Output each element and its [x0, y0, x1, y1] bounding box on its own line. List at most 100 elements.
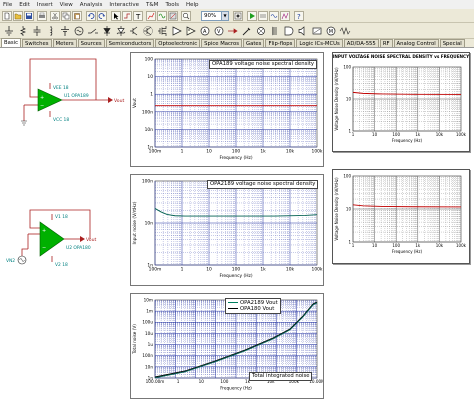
tab-logic-ics[interactable]: Logic ICs-MCUs: [296, 39, 343, 47]
zoom-fit-button[interactable]: [233, 11, 243, 21]
zoom-select[interactable]: 90% ▼: [201, 11, 229, 21]
menu-interactive[interactable]: Interactive: [109, 1, 140, 8]
wave-source-icon: [339, 27, 351, 35]
voltmeter-icon: V: [214, 26, 224, 36]
voltmeter-component-button[interactable]: V: [213, 25, 225, 37]
tab-meters[interactable]: Meters: [52, 39, 77, 47]
ammeter-icon: A: [200, 26, 210, 36]
text-icon: T: [135, 13, 141, 20]
run-button[interactable]: [247, 11, 257, 21]
output-pin-icon: [80, 236, 85, 242]
copy-button[interactable]: [61, 11, 71, 21]
opamp-u1-symbol[interactable]: [37, 88, 63, 112]
tab-flip-flops[interactable]: Flip-flops: [265, 39, 296, 47]
mosfet-component-button[interactable]: [157, 25, 169, 37]
menu-analysis[interactable]: Analysis: [79, 1, 103, 8]
source-component-button[interactable]: [73, 25, 85, 37]
transformer-component-button[interactable]: [269, 25, 281, 37]
tab-basic[interactable]: Basic: [1, 38, 22, 47]
inductor-component-button[interactable]: [45, 25, 57, 37]
opamp-u2-symbol[interactable]: [39, 221, 65, 257]
circuit-2[interactable]: + − V1 18 V2 18 U2 OPA180 VN2 Vout: [0, 194, 130, 314]
circuit-1[interactable]: + − VEE 18 VCC 18 U1 OPA189 Vout: [0, 49, 130, 149]
redo-button[interactable]: [97, 11, 107, 21]
menu-tm[interactable]: T&M: [146, 1, 159, 8]
zoom-in-button[interactable]: [181, 11, 191, 21]
y-tick-label: 1: [150, 92, 153, 98]
svg-text:−: −: [42, 245, 46, 251]
opamp-component-button[interactable]: [171, 25, 183, 37]
transformer-icon: [271, 26, 277, 36]
comparator-component-button[interactable]: [185, 25, 197, 37]
switch-component-button[interactable]: [87, 25, 99, 37]
menu-file[interactable]: File: [3, 1, 13, 8]
integrated-noise-opa2189: [154, 302, 318, 379]
graph-button[interactable]: [146, 11, 156, 21]
text-button[interactable]: T: [133, 11, 143, 21]
schematic-canvas[interactable]: + − VEE 18 VCC 18 U1 OPA189 Vout + − V1 …: [0, 49, 474, 401]
pointer-button[interactable]: [111, 11, 121, 21]
transistor-component-button[interactable]: [129, 25, 141, 37]
menu-help[interactable]: Help: [186, 1, 199, 8]
instrument-button[interactable]: [168, 11, 178, 21]
print-button[interactable]: [37, 11, 47, 21]
datasheet-noise-graph-1[interactable]: INPUT VOLTAGE NOISE SPECTRAL DENSITY vs …: [332, 52, 470, 152]
save-button[interactable]: [24, 11, 34, 21]
open-button[interactable]: [13, 11, 23, 21]
tab-semiconductors[interactable]: Semiconductors: [105, 39, 155, 47]
ground-component-button[interactable]: [3, 25, 15, 37]
menu-tools[interactable]: Tools: [165, 1, 179, 8]
wire-button[interactable]: [122, 11, 132, 21]
pnp-component-button[interactable]: [143, 25, 155, 37]
paste-button[interactable]: [72, 11, 82, 21]
x-tick-label: 10.00M: [309, 379, 323, 384]
tab-rf[interactable]: RF: [379, 39, 393, 47]
datasheet-noise-graph-2[interactable]: 1 10 100 1k 10k 100k 100 10 1 Frequency (Hz) Volta…: [332, 169, 470, 264]
capacitor-component-button[interactable]: [31, 25, 43, 37]
new-file-button[interactable]: [2, 11, 12, 21]
dc-analysis-button[interactable]: [258, 11, 268, 21]
menu-view[interactable]: View: [59, 1, 73, 8]
menu-insert[interactable]: Insert: [36, 1, 53, 8]
tab-ad-da-555[interactable]: AD/DA-555: [343, 39, 379, 47]
tab-analog-control[interactable]: Analog Control: [393, 39, 439, 47]
tab-spice-macros[interactable]: Spice Macros: [201, 39, 242, 47]
tab-gates[interactable]: Gates: [243, 39, 265, 47]
motor-component-button[interactable]: M: [325, 25, 337, 37]
cut-button[interactable]: [50, 11, 60, 21]
more-components-button[interactable]: [339, 25, 351, 37]
ammeter-component-button[interactable]: A: [199, 25, 211, 37]
tab-switches[interactable]: Switches: [22, 39, 52, 47]
undo-button[interactable]: [86, 11, 96, 21]
lamp-component-button[interactable]: [255, 25, 267, 37]
zener-component-button[interactable]: [115, 25, 127, 37]
analysis-button[interactable]: [157, 11, 167, 21]
speaker-component-button[interactable]: [297, 25, 309, 37]
tab-optoelectronic[interactable]: Optoelectronic: [155, 39, 201, 47]
voltage-source-icon: [74, 26, 84, 36]
transient-button[interactable]: [280, 11, 290, 21]
diode-icon: [103, 26, 111, 36]
resistor-component-button[interactable]: [17, 25, 29, 37]
diode-component-button[interactable]: [101, 25, 113, 37]
tab-sources[interactable]: Sources: [77, 39, 105, 47]
output-pin-button[interactable]: [227, 25, 239, 37]
relay-component-button[interactable]: [311, 25, 323, 37]
tab-special[interactable]: Special: [439, 39, 465, 47]
probe-component-button[interactable]: [241, 25, 253, 37]
menu-edit[interactable]: Edit: [19, 1, 30, 8]
undo-icon: [88, 13, 95, 19]
graph-opa189-noise[interactable]: 100m 1 10 100 1k 10k 100k 100 10 1 100n 10n 1n Freque…: [130, 52, 324, 167]
graph-opa2189-noise[interactable]: 100m 1 10 100 1k 10k 100k 100n 10n 1n Frequency (H…: [130, 174, 324, 286]
svg-text:+: +: [42, 228, 46, 234]
probe-icon: [242, 27, 251, 36]
y-axis-label: Voltage Noise Density (nV/rtHz): [334, 67, 339, 131]
graph-total-noise[interactable]: 100.00m 1 10 100 1k 10k 100k 10.00M 10m 1m 100u 10u…: [130, 293, 324, 399]
x-tick-label: 100: [392, 132, 400, 137]
logic-component-button[interactable]: [283, 25, 295, 37]
ac-analysis-button[interactable]: [269, 11, 279, 21]
graph-1-plot: 100m 1 10 100 1k 10k 100k 100 10 1 100n 10n 1n Freque…: [132, 56, 323, 160]
battery-component-button[interactable]: [59, 25, 71, 37]
help-button[interactable]: ?: [294, 11, 304, 21]
graph-3-label: Total integrated noise: [249, 372, 313, 381]
